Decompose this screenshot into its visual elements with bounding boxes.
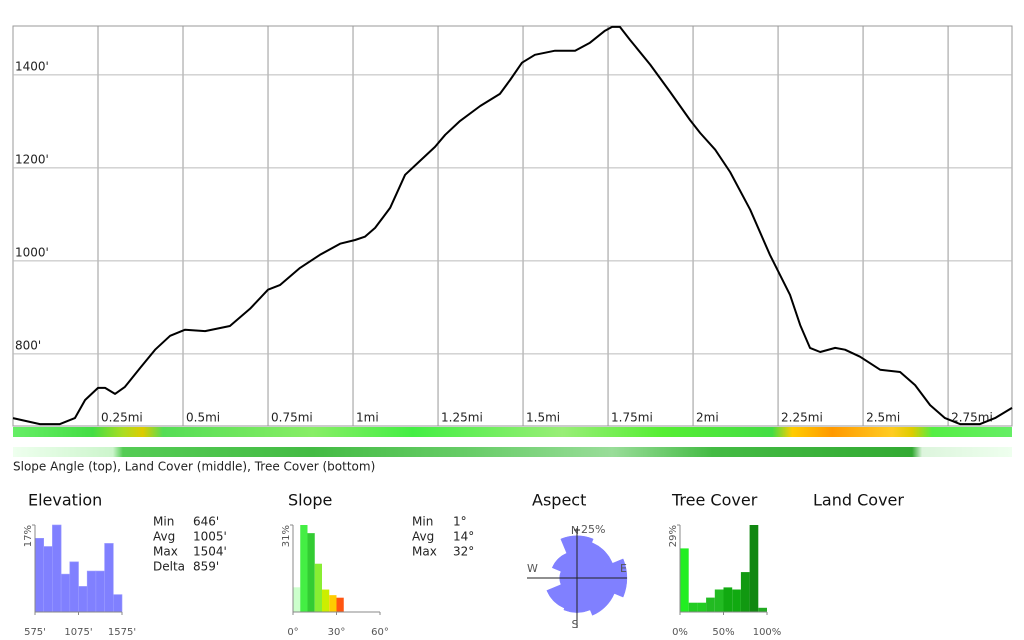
- y-tick-label: 1400': [15, 59, 49, 73]
- panel-title: Elevation: [28, 491, 102, 510]
- histogram-bar: [680, 548, 689, 612]
- x-tick-label: 0.75mi: [271, 411, 313, 425]
- histogram-bar: [43, 546, 53, 613]
- histogram-bar: [758, 607, 767, 612]
- x-tick-label: 30°: [328, 627, 346, 638]
- stat-value: 14°: [453, 530, 474, 544]
- panel-title: Tree Cover: [671, 491, 758, 510]
- direction-label: S: [572, 618, 579, 631]
- histogram-bar: [329, 595, 337, 612]
- histogram-bar: [34, 538, 44, 613]
- histogram-bar: [78, 586, 88, 613]
- elevation-line: [12, 25, 1013, 426]
- stat-label: Min: [153, 515, 174, 529]
- histogram-bar: [336, 597, 344, 612]
- y-tick-label: 1000': [15, 245, 49, 259]
- x-tick-label: 1575': [108, 627, 136, 638]
- histogram-bar: [322, 589, 330, 612]
- histogram-bar: [60, 573, 71, 613]
- x-tick-label: 0.25mi: [101, 411, 143, 425]
- direction-label: W: [527, 562, 538, 575]
- histogram-bar: [740, 572, 750, 612]
- histogram-bar: [749, 525, 759, 612]
- slope-strip: [13, 427, 1012, 437]
- x-tick-label: 2.25mi: [781, 411, 823, 425]
- panel-title: Slope: [288, 491, 332, 510]
- x-tick-label: 60°: [371, 627, 389, 638]
- rose-petal: [546, 577, 578, 609]
- stat-label: Delta: [153, 560, 185, 574]
- direction-label: E: [620, 562, 627, 575]
- histogram-bar: [113, 594, 123, 613]
- x-tick-label: 0%: [672, 627, 688, 638]
- stat-value: 1°: [453, 515, 467, 529]
- x-tick-label: 50%: [712, 627, 734, 638]
- stat-label: Max: [412, 545, 437, 559]
- histogram-bar: [706, 597, 715, 612]
- histogram-bar: [732, 589, 741, 612]
- stat-label: Min: [412, 515, 433, 529]
- histogram-bar: [300, 525, 308, 612]
- x-tick-label: 100%: [753, 627, 782, 638]
- stat-value: 1504': [193, 545, 227, 559]
- histogram-bar: [697, 602, 707, 612]
- stat-value: 646': [193, 515, 219, 529]
- plot-frame: [12, 25, 1013, 427]
- histogram-bar: [723, 587, 733, 612]
- histogram-bar: [104, 543, 114, 613]
- stat-value: 859': [193, 560, 219, 574]
- stat-label: Avg: [153, 530, 175, 544]
- stat-value: 1005': [193, 530, 227, 544]
- rose-petal: [576, 577, 615, 616]
- y-tick-label: 17%: [23, 525, 34, 547]
- histogram-bar: [69, 561, 79, 613]
- x-tick-label: 1.25mi: [441, 411, 483, 425]
- histogram-bar: [52, 524, 62, 613]
- panel-title: Aspect: [532, 491, 586, 510]
- strip-caption: Slope Angle (top), Land Cover (middle), …: [13, 460, 375, 474]
- y-tick-label: 800': [15, 338, 41, 352]
- x-tick-label: 1.5mi: [526, 411, 560, 425]
- x-tick-label: 1.75mi: [611, 411, 653, 425]
- x-tick-label: 2mi: [696, 411, 719, 425]
- x-tick-label: 0.5mi: [186, 411, 220, 425]
- x-tick-label: 1075': [64, 627, 92, 638]
- stat-value: 32°: [453, 545, 474, 559]
- y-tick-label: 31%: [281, 525, 292, 547]
- histogram-bar: [293, 587, 301, 612]
- land-cover-strip: [13, 447, 1012, 457]
- x-tick-label: 575': [24, 627, 46, 638]
- land-cover-title: Land Cover: [813, 491, 904, 510]
- y-tick-label: 29%: [668, 525, 679, 547]
- histogram-bar: [86, 570, 97, 613]
- histogram-bar: [95, 570, 105, 613]
- histogram-bar: [688, 602, 698, 612]
- x-tick-label: 2.75mi: [951, 411, 993, 425]
- rose-petal: [551, 552, 578, 579]
- x-tick-label: 0°: [287, 627, 298, 638]
- y-tick-label: 1200': [15, 152, 49, 166]
- histogram-bar: [314, 563, 322, 612]
- x-tick-label: 2.5mi: [866, 411, 900, 425]
- histogram-bar: [307, 533, 315, 612]
- histogram-bar: [714, 589, 724, 612]
- stat-label: Avg: [412, 530, 434, 544]
- x-tick-label: 1mi: [356, 411, 379, 425]
- stat-label: Max: [153, 545, 178, 559]
- r-tick-label: 25%: [581, 523, 605, 536]
